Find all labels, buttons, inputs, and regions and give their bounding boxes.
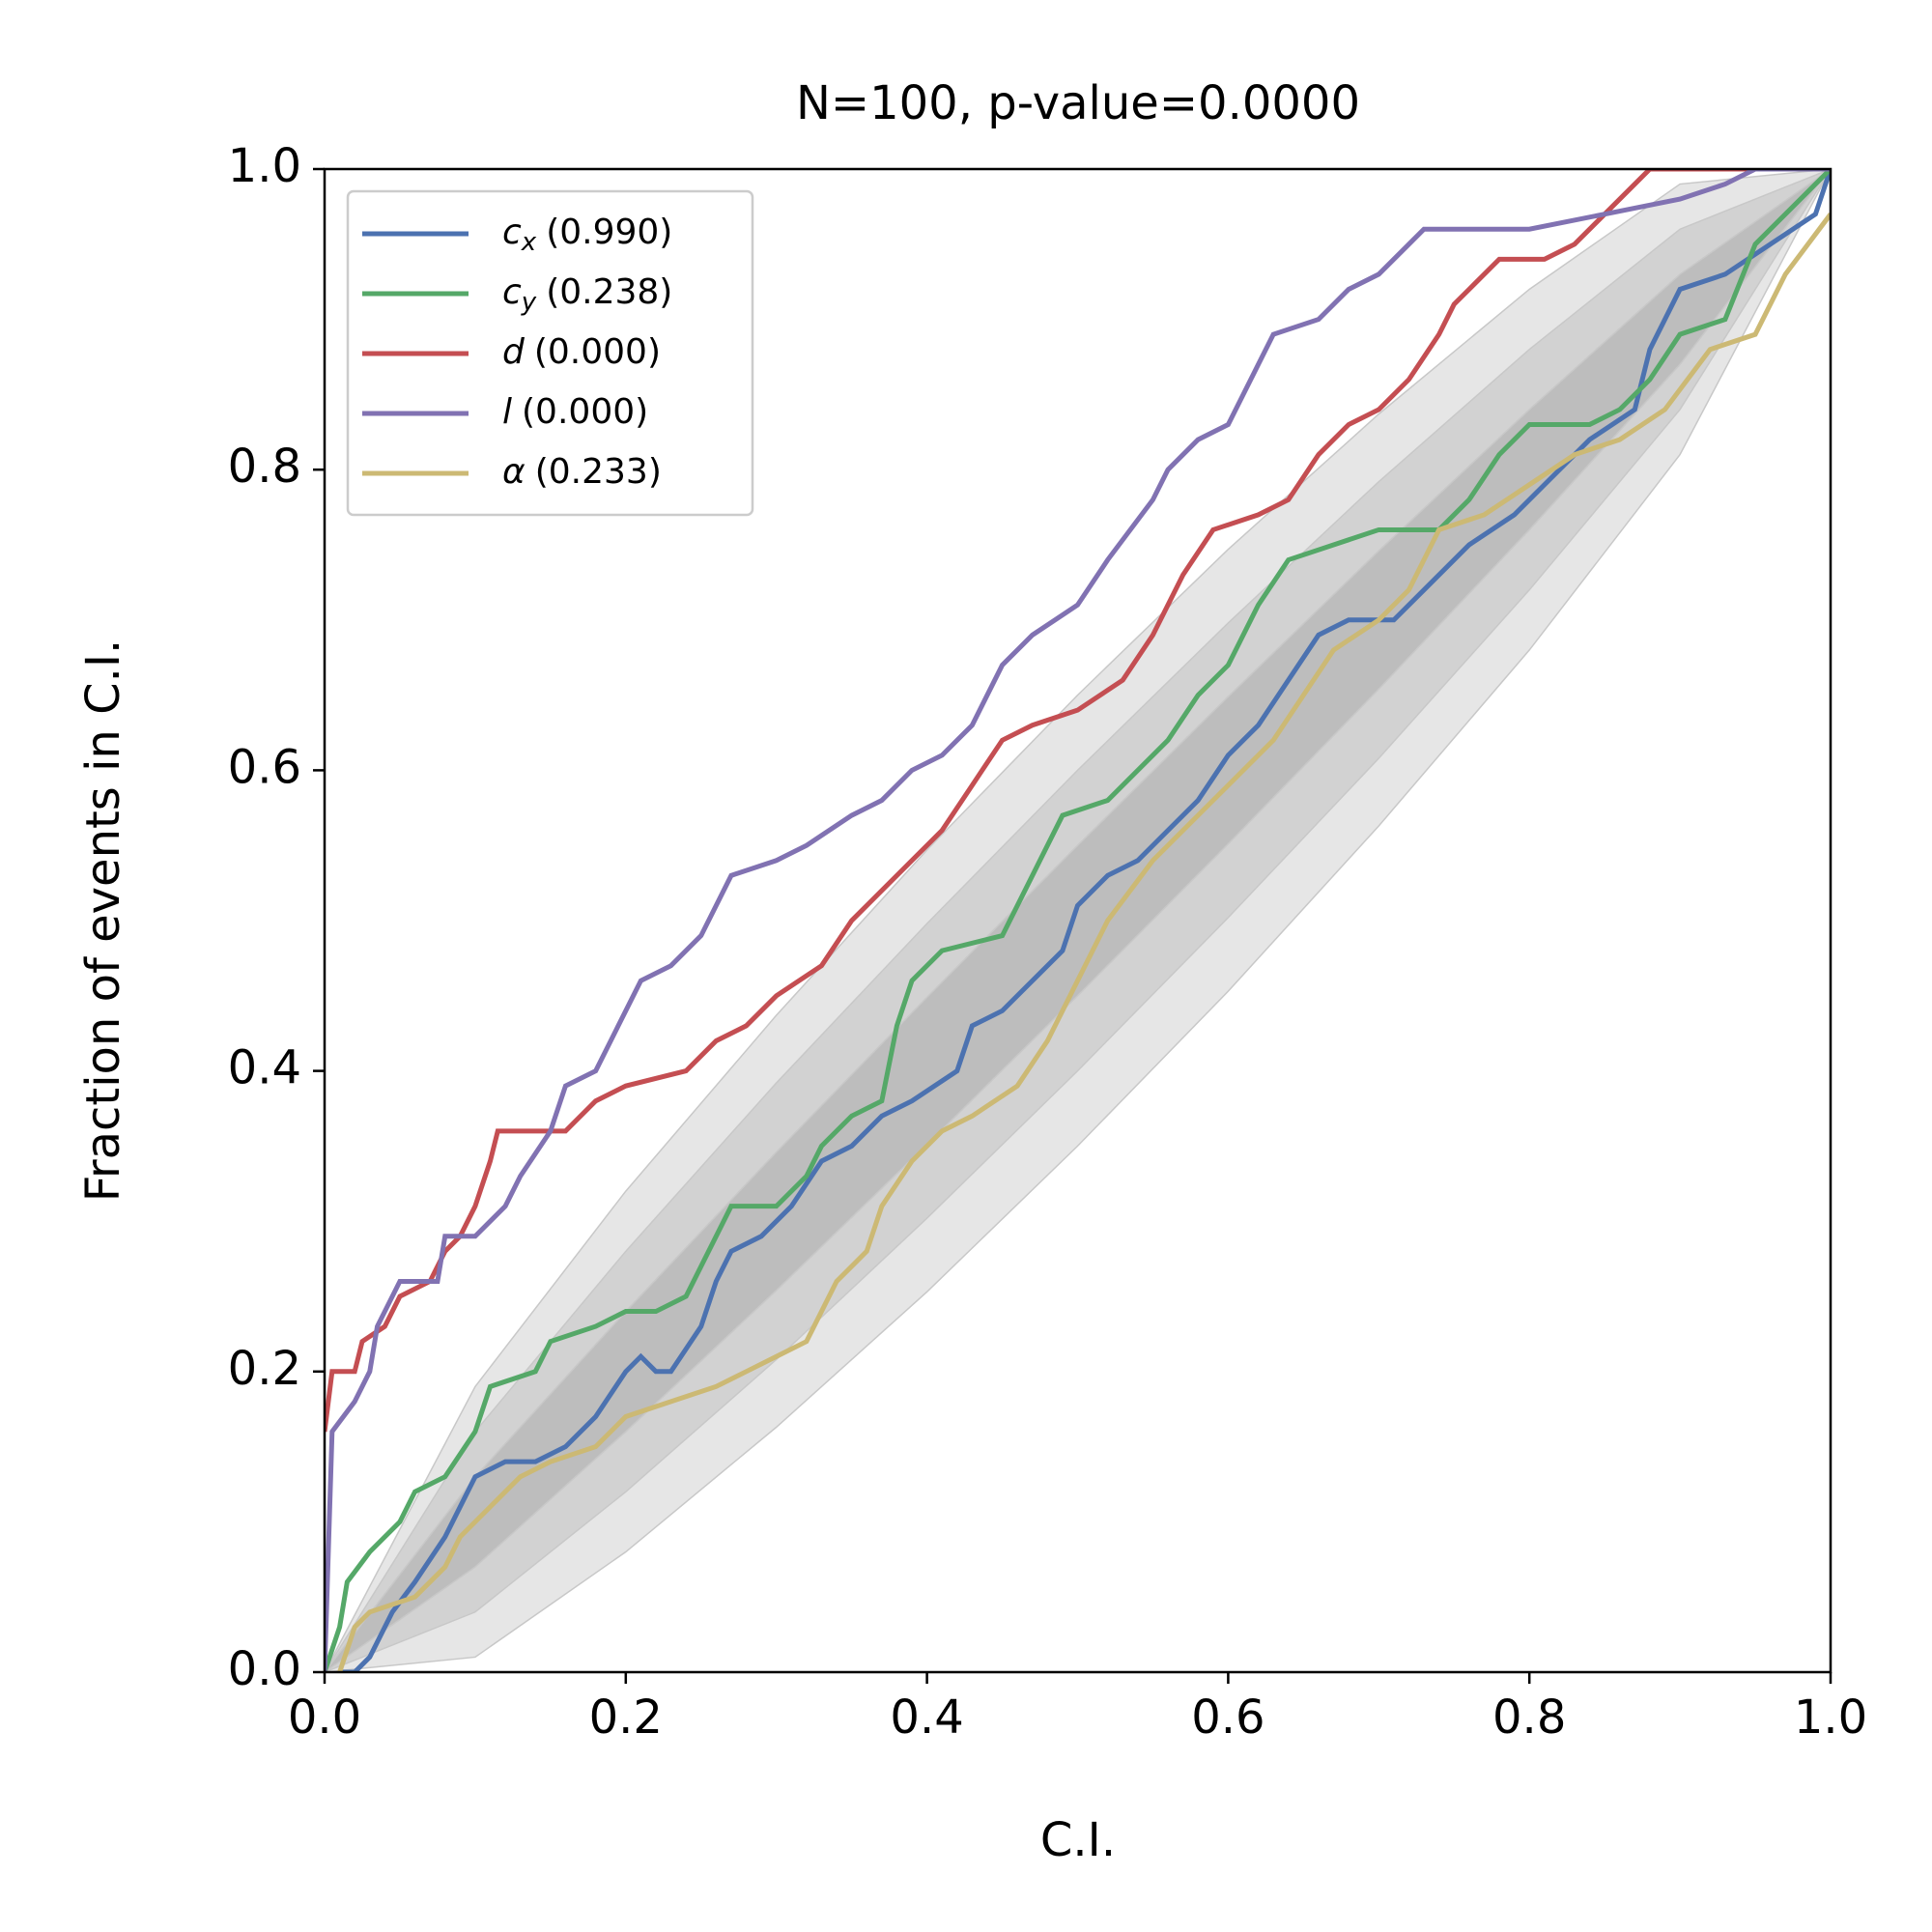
- x-tick-label: 0.8: [1492, 1690, 1566, 1745]
- y-tick-label: 0.8: [228, 440, 301, 494]
- legend-entry: α (0.233): [502, 452, 662, 492]
- x-tick-label: 0.6: [1191, 1690, 1264, 1745]
- series-line: [325, 169, 1831, 1672]
- x-tick-label: 0.0: [288, 1690, 361, 1745]
- series-line: [337, 213, 1831, 1672]
- y-axis-label: Fraction of events in C.I.: [76, 639, 130, 1203]
- legend-stat: (0.990): [546, 213, 672, 252]
- y-tick-label: 0.2: [228, 1342, 301, 1396]
- legend-subscript: x: [521, 228, 537, 257]
- chart-title: N=100, p-value=0.0000: [796, 76, 1360, 130]
- x-tick-label: 0.2: [589, 1690, 663, 1745]
- legend-stat: (0.233): [535, 452, 662, 492]
- legend-entry: l (0.000): [502, 392, 648, 432]
- legend-stat: (0.238): [546, 272, 672, 312]
- x-tick-label: 1.0: [1794, 1690, 1867, 1745]
- series-line: [339, 169, 1831, 1672]
- legend-box: [346, 189, 754, 517]
- confidence-band: [325, 169, 1831, 1672]
- legend-symbol: d: [502, 332, 526, 372]
- legend-entry: cx (0.990): [502, 213, 672, 257]
- legend-stat: (0.000): [534, 332, 661, 372]
- legend-stat: (0.000): [522, 392, 648, 432]
- x-axis-label: C.I.: [1040, 1813, 1116, 1867]
- legend-subscript: y: [521, 288, 537, 317]
- y-tick-label: 0.6: [228, 740, 301, 794]
- y-tick-label: 1.0: [228, 139, 301, 193]
- legend-entry: cy (0.238): [502, 272, 672, 317]
- legend-symbol: c: [502, 213, 522, 252]
- legend-symbol: l: [502, 392, 512, 432]
- series-line: [325, 169, 1831, 1672]
- x-tick-label: 0.4: [890, 1690, 963, 1745]
- legend-symbol: c: [502, 272, 522, 312]
- legend-entry: d (0.000): [502, 332, 661, 372]
- axes-frame: [323, 167, 1833, 1674]
- series-line: [325, 169, 1831, 1433]
- legend-symbol: α: [502, 452, 526, 492]
- y-tick-label: 0.4: [228, 1041, 301, 1095]
- y-tick-label: 0.0: [228, 1642, 301, 1696]
